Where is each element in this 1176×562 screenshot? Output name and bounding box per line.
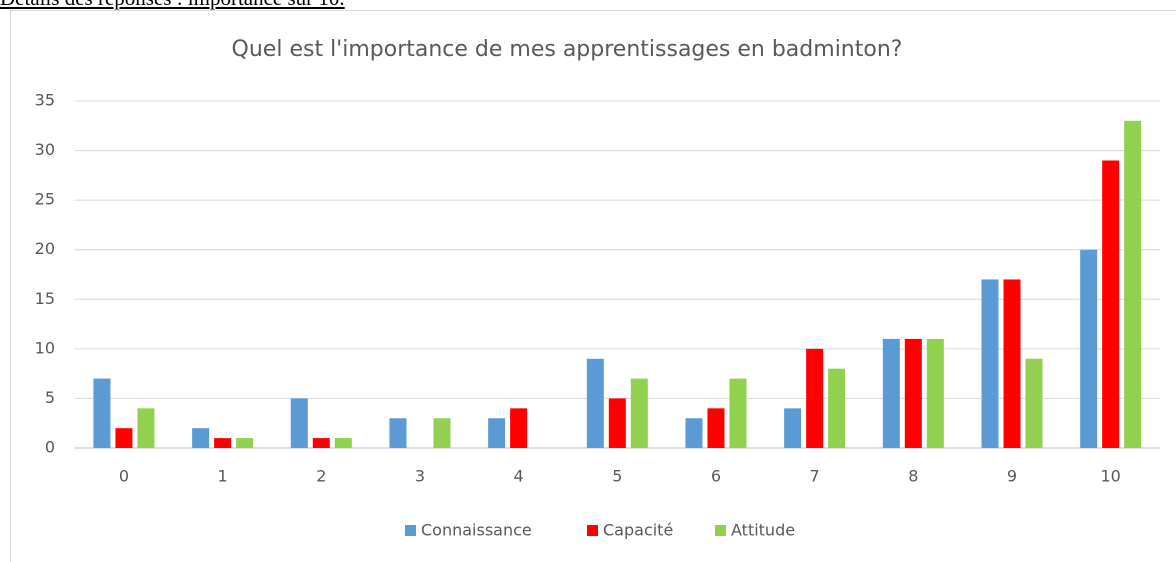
bar (784, 408, 802, 448)
legend-swatch (405, 525, 416, 536)
bar (389, 418, 407, 448)
legend-swatch (715, 525, 726, 536)
bar (926, 338, 944, 448)
legend-label: Connaissance (421, 521, 532, 540)
bar (510, 408, 528, 448)
bar (630, 378, 648, 448)
y-tick-label: 10 (35, 338, 55, 357)
bar (1003, 279, 1021, 448)
y-tick-label: 25 (35, 190, 55, 209)
x-tick-label: 9 (1007, 467, 1017, 486)
y-tick-label: 5 (45, 388, 55, 407)
x-tick-label: 1 (218, 467, 228, 486)
bar (1102, 160, 1120, 448)
legend-label: Capacité (603, 521, 673, 540)
bar (685, 418, 703, 448)
bar (137, 408, 155, 448)
bar (828, 368, 846, 448)
bar (904, 338, 922, 448)
legend-label: Attitude (731, 521, 795, 540)
bar (236, 438, 254, 448)
x-tick-label: 6 (711, 467, 721, 486)
x-tick-label: 5 (612, 467, 622, 486)
bar (93, 378, 111, 448)
y-tick-label: 0 (45, 438, 55, 457)
bar (1080, 249, 1098, 448)
y-tick-label: 20 (35, 239, 55, 258)
bar (290, 398, 308, 448)
x-tick-label: 3 (415, 467, 425, 486)
x-tick-label: 2 (316, 467, 326, 486)
bar (312, 438, 330, 448)
heading: Détails des réponses : importance sur 10… (0, 0, 345, 11)
bar (1025, 358, 1043, 448)
x-tick-label: 7 (810, 467, 820, 486)
bar (192, 428, 210, 448)
bar (806, 348, 824, 448)
y-tick-label: 35 (35, 91, 55, 110)
legend-swatch (587, 525, 598, 536)
bar (707, 408, 725, 448)
x-tick-label: 10 (1100, 467, 1120, 486)
bar (433, 418, 451, 448)
x-tick-label: 8 (908, 467, 918, 486)
bar (882, 338, 900, 448)
bar (334, 438, 352, 448)
bar (115, 428, 133, 448)
x-tick-label: 0 (119, 467, 129, 486)
chart-border (10, 10, 1176, 562)
bar (586, 358, 604, 448)
x-tick-label: 4 (514, 467, 524, 486)
bar (608, 398, 626, 448)
chart-title: Quel est l'importance de mes apprentissa… (232, 37, 903, 62)
bar (729, 378, 747, 448)
bar (488, 418, 506, 448)
bar (1124, 120, 1142, 448)
bar (214, 438, 232, 448)
bar (981, 279, 999, 448)
y-tick-label: 15 (35, 289, 55, 308)
y-tick-label: 30 (35, 140, 55, 159)
